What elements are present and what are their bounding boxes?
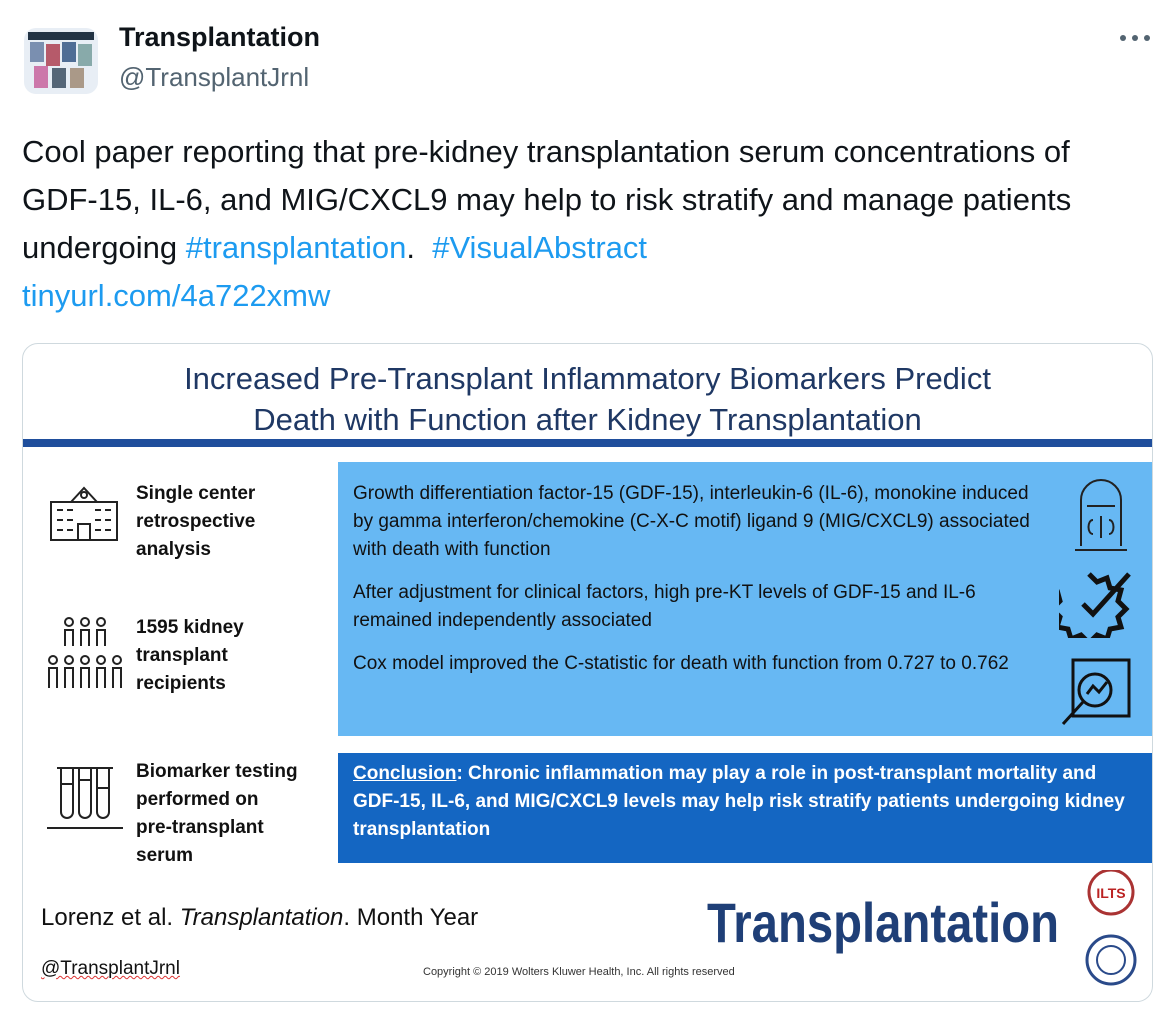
avatar[interactable]	[24, 28, 98, 94]
more-button[interactable]	[1118, 32, 1152, 44]
methods: Biomarker testing performed on pre-transpl…	[136, 758, 298, 870]
study-design: Single center retrospective analysis	[136, 480, 255, 564]
conclusion-text: : Chronic inflammation may play a role i…	[353, 763, 1125, 840]
line: Biomarker testing	[136, 761, 298, 782]
authors: Lorenz et al.	[41, 904, 180, 931]
abstract-handle: @TransplantJrnl	[41, 958, 180, 979]
tweet-body: Cool paper reporting that pre-kidney tra…	[22, 134, 1072, 265]
line: recipients	[136, 673, 226, 694]
author-handle[interactable]: @TransplantJrnl	[119, 62, 310, 92]
copyright: Copyright © 2019 Wolters Kluwer Health, …	[423, 966, 735, 978]
line: 1595 kidney	[136, 617, 244, 638]
line: pre-transplant	[136, 817, 264, 838]
society-seals: ILTS	[1085, 870, 1137, 986]
link[interactable]: tinyurl.com/4a722xmw	[22, 278, 331, 313]
visual-abstract[interactable]: Increased Pre-Transplant Inflammatory Bi…	[22, 343, 1153, 1002]
journal: Transplantation	[179, 904, 344, 931]
badge-icon	[1059, 572, 1131, 638]
tombstone-icon	[1075, 479, 1127, 551]
hashtag[interactable]: #VisualAbstract	[432, 230, 648, 265]
conclusion: Conclusion: Chronic inflammation may pla…	[353, 760, 1133, 844]
separator: .	[406, 230, 433, 265]
abstract-title: Increased Pre-Transplant Inflammatory Bi…	[23, 358, 1152, 440]
hashtag[interactable]: #transplantation	[185, 230, 407, 265]
tweet-text: Cool paper reporting that pre-kidney tra…	[22, 128, 1152, 320]
hospital-icon	[50, 486, 118, 541]
cohort: 1595 kidney transplant recipients	[136, 614, 244, 698]
author-name[interactable]: Transplantation	[119, 22, 321, 52]
finding: After adjustment for clinical factors, h…	[353, 582, 976, 631]
title-line: Increased Pre-Transplant Inflammatory Bi…	[184, 361, 991, 396]
date: . Month Year	[343, 904, 479, 931]
line: Single center	[136, 483, 256, 504]
badge-text: ILTS	[1096, 885, 1125, 901]
line: analysis	[136, 539, 211, 560]
finding: Cox model improved the C-statistic for d…	[353, 653, 1009, 674]
line: performed on	[136, 789, 259, 810]
test-tubes-icon	[47, 767, 123, 829]
finding: Growth differentiation factor-15 (GDF-15…	[353, 483, 1030, 560]
journal-logo: Transplantation	[707, 892, 1059, 954]
conclusion-label: Conclusion	[353, 763, 457, 784]
citation: Lorenz et al. Transplantation. Month Yea…	[41, 904, 478, 932]
line: serum	[136, 845, 194, 866]
magnifier-icon	[1061, 658, 1131, 726]
people-icon	[48, 617, 122, 688]
title-line: Death with Function after Kidney Transpl…	[253, 402, 922, 437]
conclusion-box	[338, 753, 1152, 863]
findings-box	[338, 462, 1152, 736]
divider	[23, 439, 1152, 447]
logo-text: Transplantation	[707, 892, 1059, 954]
line: transplant	[136, 645, 228, 666]
line: retrospective	[136, 511, 256, 532]
